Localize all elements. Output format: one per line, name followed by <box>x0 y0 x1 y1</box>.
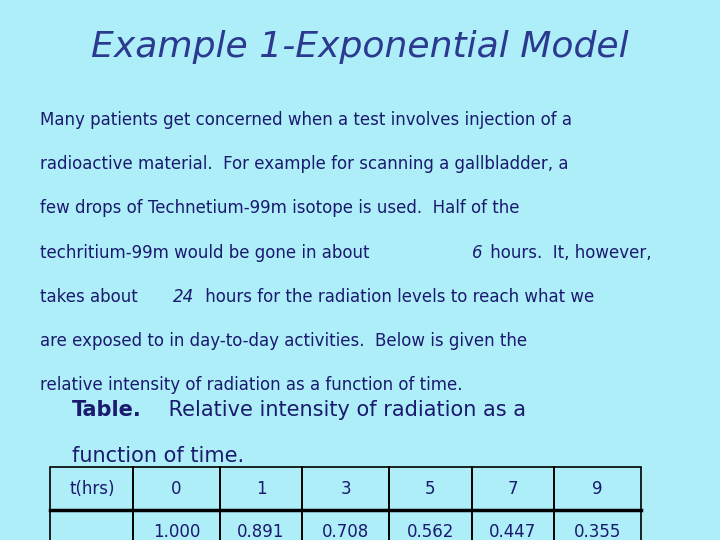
Text: 6: 6 <box>472 244 482 261</box>
Bar <box>302 510 389 540</box>
Text: hours.  It, however,: hours. It, however, <box>485 244 652 261</box>
Bar <box>133 510 220 540</box>
Text: 0.891: 0.891 <box>238 523 284 540</box>
Bar <box>389 510 472 540</box>
Bar <box>220 467 302 510</box>
Bar <box>133 467 220 510</box>
Text: are exposed to in day-to-day activities.  Below is given the: are exposed to in day-to-day activities.… <box>40 332 527 350</box>
Text: Many patients get concerned when a test involves injection of a: Many patients get concerned when a test … <box>40 111 572 129</box>
Text: radioactive material.  For example for scanning a gallbladder, a: radioactive material. For example for sc… <box>40 155 568 173</box>
Text: Relative intensity of radiation as a: Relative intensity of radiation as a <box>162 400 526 420</box>
Bar <box>554 467 641 510</box>
Text: 24: 24 <box>173 288 194 306</box>
Text: Example 1-Exponential Model: Example 1-Exponential Model <box>91 30 629 64</box>
Text: relative intensity of radiation as a function of time.: relative intensity of radiation as a fun… <box>40 376 462 394</box>
Bar <box>472 467 554 510</box>
Text: few drops of Technetium-99m isotope is used.  Half of the: few drops of Technetium-99m isotope is u… <box>40 199 519 217</box>
Text: 5: 5 <box>425 480 436 498</box>
Bar <box>50 467 133 510</box>
Text: 0.447: 0.447 <box>490 523 536 540</box>
Bar <box>302 467 389 510</box>
Text: Table.: Table. <box>72 400 142 420</box>
Bar <box>389 467 472 510</box>
Text: 0.708: 0.708 <box>322 523 369 540</box>
Text: takes about: takes about <box>40 288 143 306</box>
Text: 9: 9 <box>593 480 603 498</box>
Text: t(hrs): t(hrs) <box>69 480 114 498</box>
Text: 0.562: 0.562 <box>407 523 454 540</box>
Text: function of time.: function of time. <box>72 446 244 465</box>
Bar <box>220 510 302 540</box>
Text: 3: 3 <box>341 480 351 498</box>
Text: techritium-99m would be gone in about: techritium-99m would be gone in about <box>40 244 374 261</box>
Bar <box>472 510 554 540</box>
Text: 0: 0 <box>171 480 181 498</box>
Text: hours for the radiation levels to reach what we: hours for the radiation levels to reach … <box>200 288 594 306</box>
Text: 0.355: 0.355 <box>574 523 621 540</box>
Bar <box>50 510 133 540</box>
Text: 1.000: 1.000 <box>153 523 200 540</box>
Bar <box>554 510 641 540</box>
Text: 1: 1 <box>256 480 266 498</box>
Text: 7: 7 <box>508 480 518 498</box>
